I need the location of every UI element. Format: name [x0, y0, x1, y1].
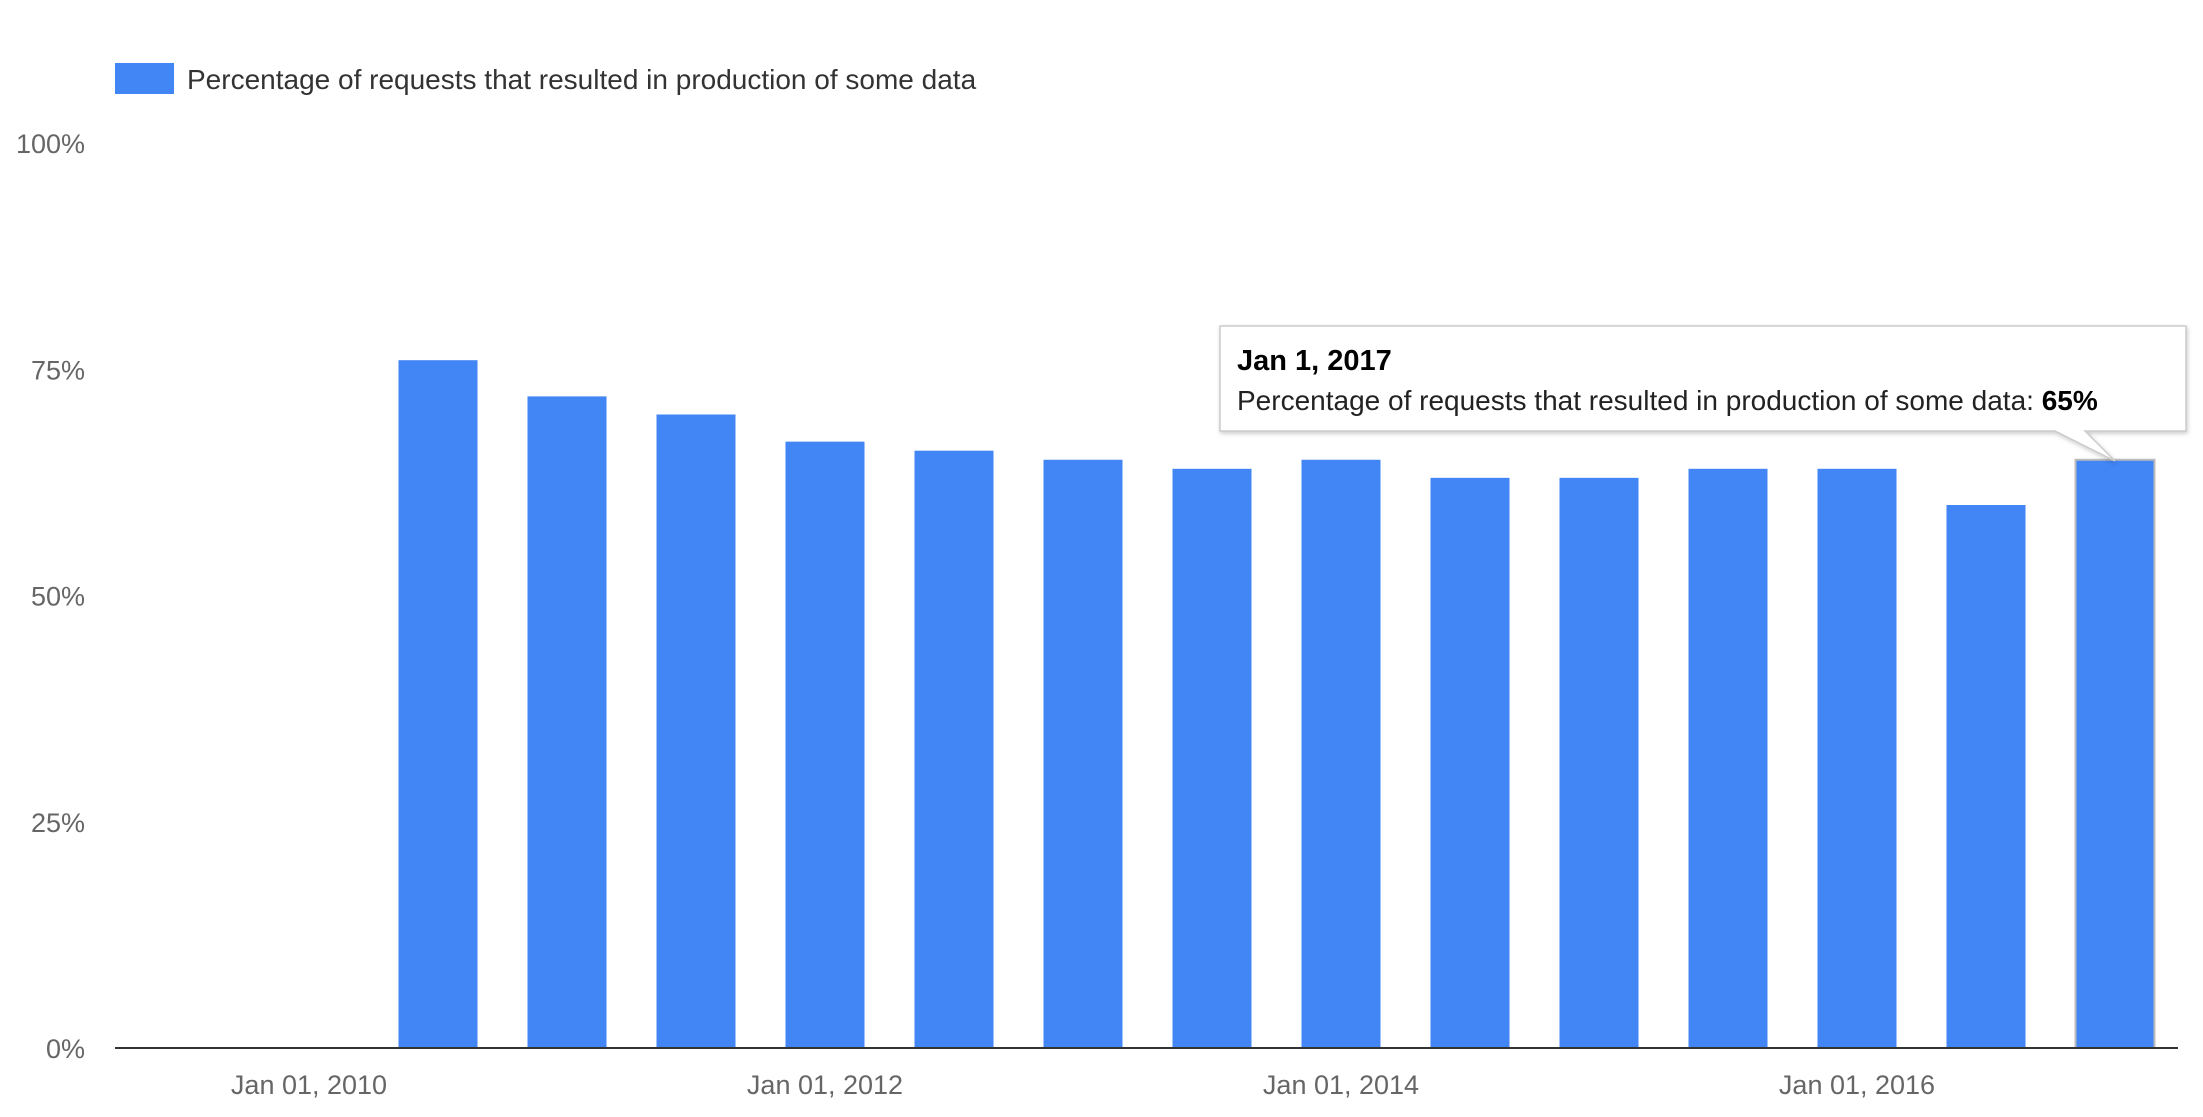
bar[interactable]	[527, 396, 607, 1048]
bar[interactable]	[1688, 468, 1768, 1048]
x-tick-label: Jan 01, 2016	[1779, 1070, 1935, 1100]
bar[interactable]	[2074, 458, 2156, 1049]
x-tick-label: Jan 01, 2012	[747, 1070, 903, 1100]
tooltip-title: Jan 1, 2017	[1237, 345, 1392, 377]
x-tick-label: Jan 01, 2010	[231, 1070, 387, 1100]
legend-label: Percentage of requests that resulted in …	[187, 64, 977, 95]
tooltip-value: 65%	[2042, 385, 2098, 416]
bar[interactable]	[785, 441, 865, 1048]
legend[interactable]: Percentage of requests that resulted in …	[115, 63, 977, 95]
bars	[398, 360, 2156, 1049]
y-tick-label: 100%	[16, 129, 85, 159]
y-tick-label: 25%	[31, 808, 85, 838]
y-axis: 0% 25% 50% 75% 100%	[16, 129, 85, 1064]
y-tick-label: 50%	[31, 582, 85, 612]
y-tick-label: 0%	[46, 1034, 85, 1064]
bar[interactable]	[1301, 459, 1381, 1048]
legend-swatch	[115, 63, 174, 94]
x-axis: Jan 01, 2010 Jan 01, 2012 Jan 01, 2014 Jan …	[231, 1070, 1935, 1100]
x-tick-label: Jan 01, 2014	[1263, 1070, 1419, 1100]
bar[interactable]	[914, 450, 994, 1048]
bar[interactable]	[656, 414, 736, 1049]
tooltip-box	[1219, 325, 2187, 462]
bar[interactable]	[398, 360, 478, 1048]
bar[interactable]	[1817, 468, 1897, 1048]
bar[interactable]	[1559, 477, 1639, 1049]
y-tick-label: 75%	[31, 355, 85, 385]
tooltip-label: Percentage of requests that resulted in …	[1237, 385, 2042, 416]
bar[interactable]	[1946, 505, 2026, 1048]
tooltip: Jan 1, 2017 Percentage of requests that …	[1219, 325, 2187, 462]
bar[interactable]	[1430, 477, 1510, 1049]
tooltip-text: Percentage of requests that resulted in …	[1237, 385, 2098, 416]
bar[interactable]	[1172, 468, 1252, 1048]
bar[interactable]	[1043, 459, 1123, 1048]
